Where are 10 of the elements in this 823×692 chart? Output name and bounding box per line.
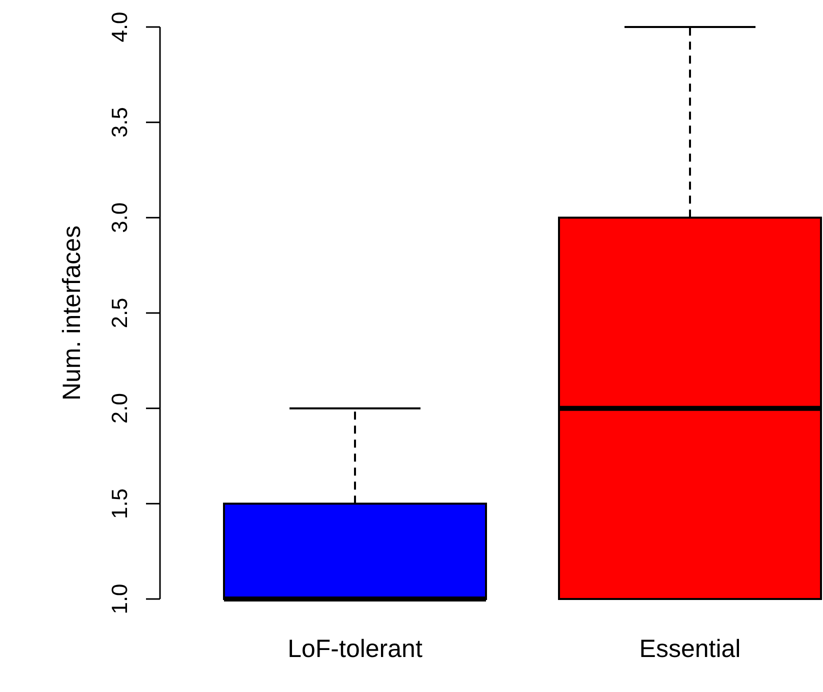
x-tick-label: Essential bbox=[639, 635, 741, 663]
y-tick-label: 1.5 bbox=[107, 488, 132, 519]
y-tick-label: 3.5 bbox=[107, 107, 132, 138]
x-tick-label: LoF-tolerant bbox=[288, 635, 422, 663]
y-tick-label: 3.0 bbox=[107, 202, 132, 233]
y-tick-label: 1.0 bbox=[107, 584, 132, 614]
y-axis-title: Num. interfaces bbox=[58, 225, 86, 401]
y-tick-label: 4.0 bbox=[107, 12, 132, 42]
y-tick-label: 2.0 bbox=[107, 393, 132, 424]
y-tick-label: 2.5 bbox=[107, 298, 132, 328]
